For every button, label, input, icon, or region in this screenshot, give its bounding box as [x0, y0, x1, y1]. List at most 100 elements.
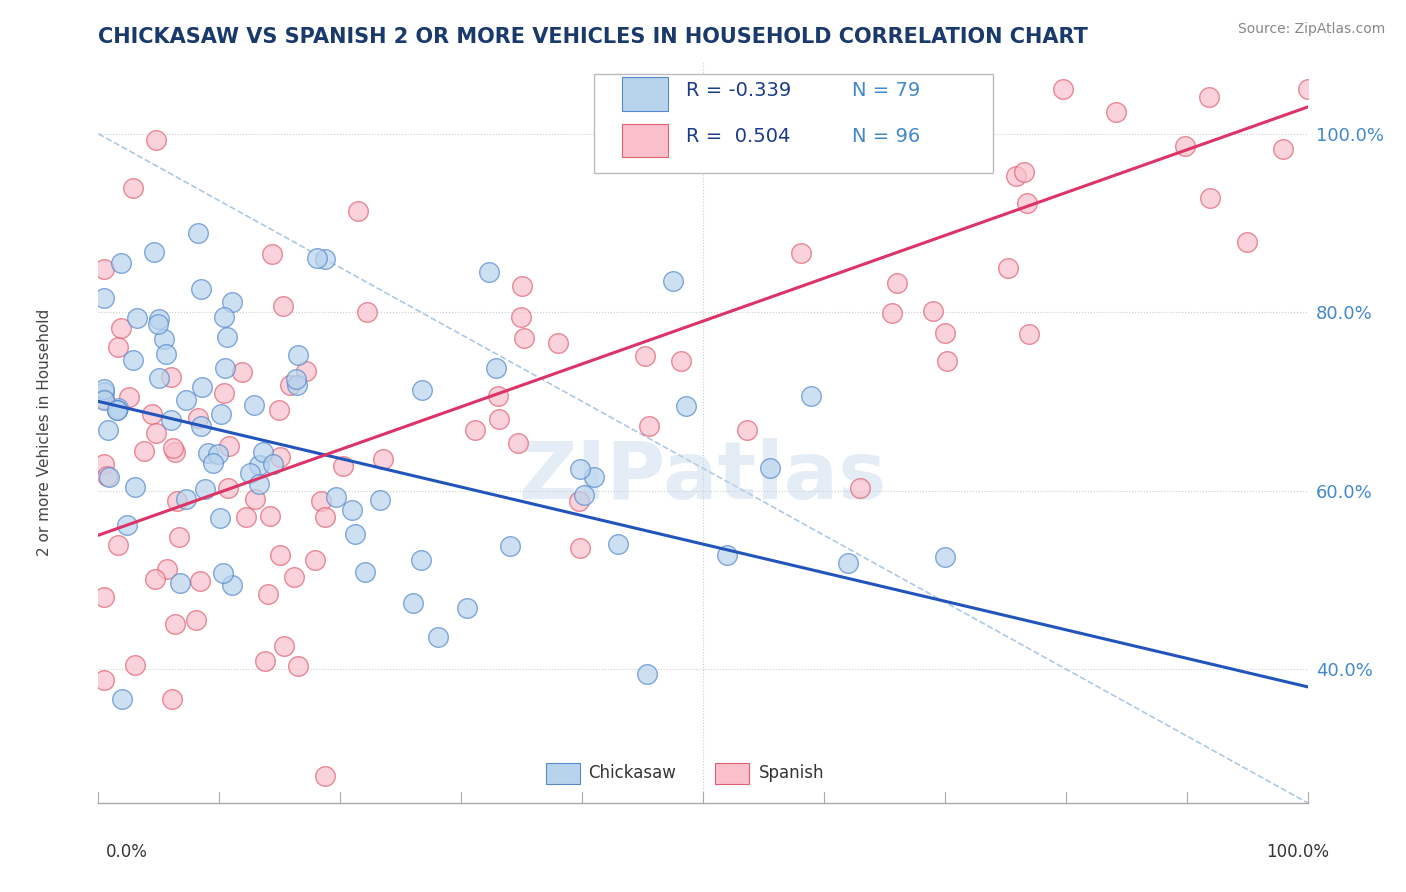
Point: [247, 477, 270, 491]
FancyBboxPatch shape: [595, 73, 993, 173]
Point: [93, 392, 115, 406]
Point: [190, 379, 212, 393]
Point: [411, 553, 433, 567]
Point: [790, 246, 813, 260]
Point: [93, 382, 115, 396]
Point: [606, 536, 628, 550]
Point: [93, 590, 115, 604]
Point: [509, 310, 531, 324]
Point: [243, 398, 266, 412]
Point: [344, 526, 367, 541]
Point: [160, 692, 183, 706]
Point: [513, 330, 536, 344]
Point: [163, 617, 186, 632]
Point: [284, 371, 307, 385]
Point: [187, 226, 209, 240]
Point: [148, 312, 170, 326]
Point: [1272, 142, 1295, 156]
Point: [304, 553, 326, 567]
Text: N = 96: N = 96: [852, 127, 920, 146]
Point: [169, 575, 191, 590]
Point: [190, 419, 212, 434]
Bar: [546, 763, 579, 783]
Point: [347, 203, 370, 218]
Point: [156, 562, 179, 576]
Point: [110, 321, 132, 335]
Point: [215, 330, 238, 344]
Point: [174, 492, 197, 507]
Point: [633, 350, 655, 364]
Point: [997, 260, 1019, 275]
Point: [305, 252, 328, 266]
Point: [93, 392, 115, 407]
Point: [97, 423, 120, 437]
Point: [547, 336, 569, 351]
Text: ZIPatlas: ZIPatlas: [519, 438, 887, 516]
Point: [488, 412, 510, 426]
Point: [934, 549, 956, 564]
Point: [159, 413, 181, 427]
Bar: [621, 78, 668, 111]
Point: [735, 423, 758, 437]
Point: [105, 403, 128, 417]
Point: [936, 82, 959, 96]
Point: [1236, 235, 1258, 249]
Point: [1296, 82, 1319, 96]
Point: [837, 556, 859, 570]
Point: [314, 510, 336, 524]
Point: [243, 491, 266, 506]
Point: [506, 436, 529, 450]
Point: [217, 481, 239, 495]
Point: [247, 458, 270, 472]
Point: [484, 360, 506, 375]
Point: [143, 244, 166, 259]
Point: [257, 587, 280, 601]
Point: [800, 389, 823, 403]
Point: [93, 457, 115, 471]
Point: [1015, 195, 1038, 210]
Point: [332, 459, 354, 474]
Point: [107, 340, 129, 354]
Point: [1018, 327, 1040, 342]
Point: [212, 385, 235, 400]
Point: [160, 370, 183, 384]
Point: [478, 265, 501, 279]
Point: [197, 445, 219, 459]
Point: [188, 574, 211, 589]
Point: [163, 445, 186, 459]
Point: [1052, 82, 1074, 96]
Point: [287, 348, 309, 362]
Point: [98, 470, 121, 484]
Point: [1012, 165, 1035, 179]
Point: [125, 311, 148, 326]
Point: [426, 630, 449, 644]
Point: [214, 310, 236, 325]
Point: [193, 483, 215, 497]
Point: [456, 600, 478, 615]
Point: [568, 494, 591, 508]
Point: [132, 444, 155, 458]
Point: [637, 419, 659, 434]
Point: [162, 441, 184, 455]
Point: [402, 596, 425, 610]
Point: [105, 403, 128, 417]
Point: [221, 294, 243, 309]
Point: [880, 306, 903, 320]
Point: [174, 393, 197, 408]
Point: [167, 530, 190, 544]
Point: [269, 548, 291, 562]
Point: [146, 317, 169, 331]
Point: [354, 566, 377, 580]
Point: [235, 509, 257, 524]
Point: [411, 383, 433, 397]
Point: [117, 518, 139, 533]
Point: [259, 509, 281, 524]
Point: [107, 538, 129, 552]
Point: [568, 461, 591, 475]
Point: [141, 407, 163, 421]
Point: [309, 494, 332, 508]
Point: [145, 426, 167, 441]
Point: [936, 354, 959, 368]
Text: 0.0%: 0.0%: [105, 843, 148, 861]
Point: [675, 400, 697, 414]
